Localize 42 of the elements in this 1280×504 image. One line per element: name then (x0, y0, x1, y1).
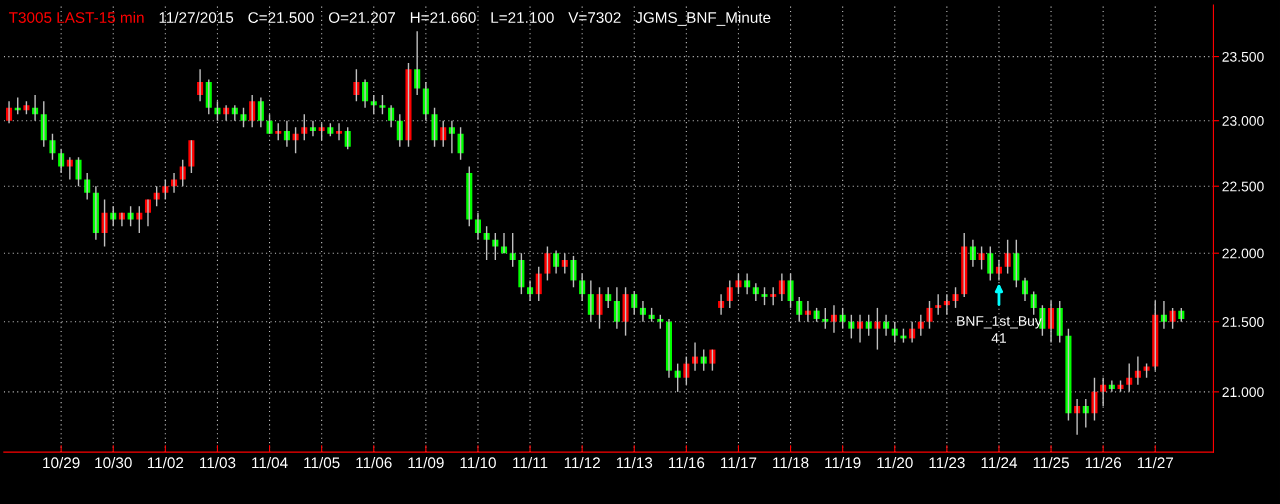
candlestick (596, 286, 603, 330)
x-tick-label: 10/29 (43, 456, 80, 469)
x-tick-label: 11/12 (564, 456, 600, 469)
candlestick (75, 156, 82, 187)
candlestick (570, 255, 577, 288)
x-tick-label: 11/17 (721, 456, 757, 469)
annotation: V=7302 (568, 12, 621, 23)
x-tick-label: 11/27 (1137, 456, 1174, 469)
x-tick-label: 11/05 (304, 456, 340, 469)
x-tick-label: 11/06 (356, 456, 392, 469)
chart-title: T3005 LAST-15 min (9, 11, 144, 23)
annotation: JGMS_BNF_Minute (635, 11, 771, 26)
x-tick-label: 11/04 (252, 456, 288, 469)
x-tick-label: 11/11 (513, 456, 548, 469)
annotation: 41 (991, 333, 1007, 343)
annotation: O=21.207 (328, 12, 395, 23)
x-tick-label: 11/09 (408, 456, 444, 469)
x-tick-label: 11/24 (981, 456, 1018, 469)
candlestick (49, 132, 56, 161)
y-tick-label: 21.500 (1222, 317, 1264, 327)
annotation: 11/27/2015 (159, 11, 234, 23)
x-tick-label: 10/30 (95, 456, 132, 469)
x-tick-label: 11/18 (773, 456, 809, 469)
x-tick-label: 11/03 (200, 456, 236, 469)
y-tick-label: 23.500 (1222, 51, 1264, 62)
x-tick-label: 11/23 (929, 456, 965, 469)
annotation: H=21.660 (410, 12, 476, 23)
y-tick-label: 22.000 (1222, 248, 1264, 259)
x-tick-label: 11/19 (825, 456, 861, 469)
candlestick (379, 94, 386, 115)
y-tick-label: 21.000 (1222, 387, 1264, 398)
y-tick-label: 22.500 (1222, 181, 1264, 192)
x-tick-label: 11/16 (668, 456, 705, 469)
x-tick-label: 11/26 (1085, 456, 1122, 469)
x-tick-label: 11/20 (877, 456, 913, 469)
annotation: L=21.100 (491, 12, 554, 23)
annotation: C=21.500 (248, 12, 314, 23)
x-tick-label: 11/10 (460, 456, 496, 469)
y-tick-label: 23.000 (1222, 116, 1264, 126)
x-tick-label: 11/13 (616, 456, 653, 469)
x-tick-label: 11/02 (147, 456, 184, 469)
x-tick-label: 11/25 (1033, 456, 1069, 469)
